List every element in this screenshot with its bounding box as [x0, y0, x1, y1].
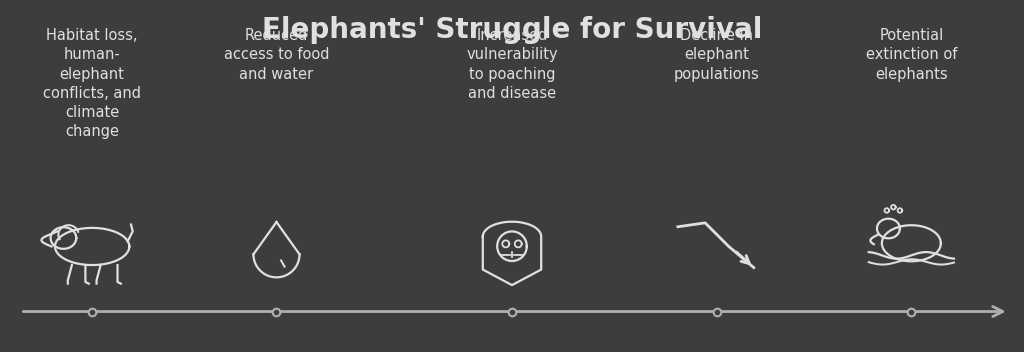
Text: Increased
vulnerability
to poaching
and disease: Increased vulnerability to poaching and …: [466, 28, 558, 101]
Text: Elephants' Struggle for Survival: Elephants' Struggle for Survival: [262, 16, 762, 44]
Text: Potential
extinction of
elephants: Potential extinction of elephants: [865, 28, 957, 82]
Text: Habitat loss,
human-
elephant
conflicts, and
climate
change: Habitat loss, human- elephant conflicts,…: [43, 28, 141, 139]
Text: Reduced
access to food
and water: Reduced access to food and water: [223, 28, 330, 82]
Text: Decline in
elephant
populations: Decline in elephant populations: [674, 28, 760, 82]
